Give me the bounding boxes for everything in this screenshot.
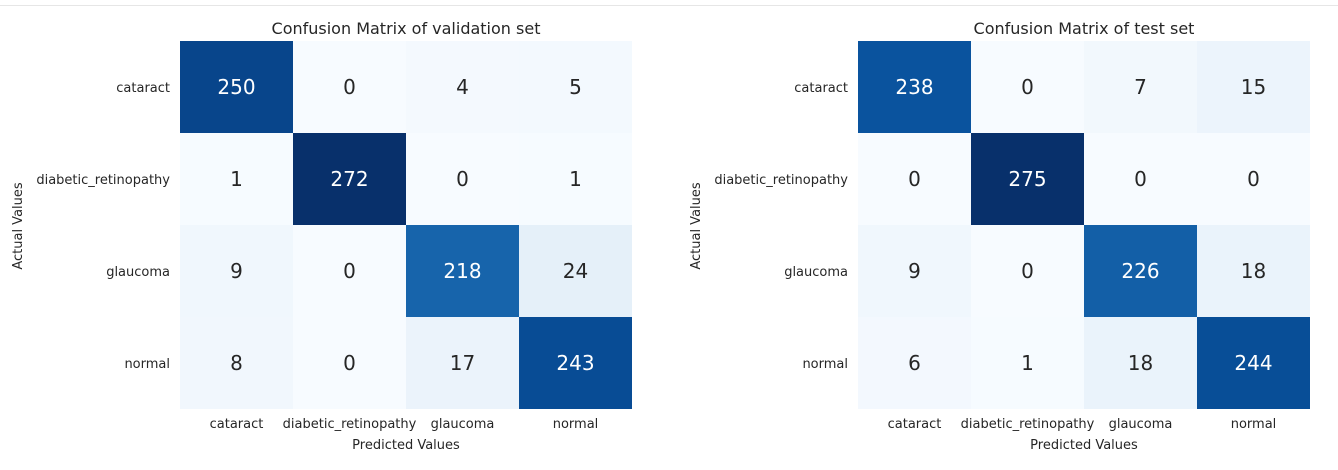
heatmap-cell: [1197, 41, 1310, 133]
heatmap-cell: [293, 133, 406, 225]
heatmap-cell: [519, 133, 632, 225]
cell-value-label: 1: [1021, 351, 1034, 375]
heatmap-cell: [858, 317, 971, 409]
y-tick-label: normal: [124, 357, 170, 372]
y-tick-labels: cataract diabetic_retinopathy glaucoma norm…: [36, 81, 170, 372]
cell-value-label: 0: [1134, 167, 1147, 191]
cell-value-label: 18: [1241, 259, 1266, 283]
heatmap-cell: [180, 41, 293, 133]
test-confusion-matrix: Confusion Matrix of test set 238 0 7 15 0 275…: [689, 19, 1310, 453]
heatmap-cell: [971, 317, 1084, 409]
cell-value-label: 18: [1128, 351, 1153, 375]
heatmap-cell: [519, 225, 632, 317]
heatmap-cell: [406, 317, 519, 409]
heatmap-cell: [971, 225, 1084, 317]
y-tick-label: cataract: [116, 81, 170, 96]
y-axis-label: Actual Values: [689, 182, 704, 270]
x-tick-labels: cataract diabetic_retinopathy glaucoma norm…: [210, 417, 599, 432]
x-axis-label: Predicted Values: [1030, 438, 1138, 453]
cell-value-label: 0: [908, 167, 921, 191]
cell-value-label: 226: [1121, 259, 1159, 283]
cell-value-label: 0: [343, 75, 356, 99]
x-tick-label: diabetic_retinopathy: [961, 417, 1095, 432]
top-border: [0, 0, 1338, 6]
heatmap-cell: [1197, 225, 1310, 317]
x-tick-label: normal: [553, 417, 599, 432]
heatmap-cell: [293, 225, 406, 317]
validation-confusion-matrix: Confusion Matrix of validation set 250 0 4…: [11, 19, 632, 453]
cell-value-label: 0: [343, 351, 356, 375]
heatmap-cell: [858, 225, 971, 317]
y-tick-label: glaucoma: [106, 265, 170, 280]
heatmap-cell: [1197, 317, 1310, 409]
chart-title: Confusion Matrix of test set: [974, 19, 1195, 38]
heatmap-cell: [293, 41, 406, 133]
heatmap-cells: 250 0 4 5 1 272 0 1 9 0 218 24 8 0 17 243: [180, 41, 632, 409]
cell-value-label: 250: [217, 75, 255, 99]
cell-value-label: 24: [563, 259, 588, 283]
heatmap-cell: [1084, 225, 1197, 317]
cell-value-label: 218: [443, 259, 481, 283]
cell-value-label: 0: [456, 167, 469, 191]
cell-value-label: 6: [908, 351, 921, 375]
x-axis-label: Predicted Values: [352, 438, 460, 453]
y-tick-label: diabetic_retinopathy: [714, 173, 848, 188]
cell-value-label: 7: [1134, 75, 1147, 99]
cell-value-label: 243: [556, 351, 594, 375]
x-tick-label: diabetic_retinopathy: [283, 417, 417, 432]
y-tick-labels: cataract diabetic_retinopathy glaucoma norm…: [714, 81, 848, 372]
heatmap-cell: [858, 41, 971, 133]
heatmap-cell: [293, 317, 406, 409]
heatmap-cell: [971, 133, 1084, 225]
heatmap-cell: [180, 317, 293, 409]
heatmap-cell: [1084, 41, 1197, 133]
cell-value-label: 5: [569, 75, 582, 99]
heatmap-cell: [406, 133, 519, 225]
heatmap-cell: [1197, 133, 1310, 225]
cell-value-label: 0: [1021, 75, 1034, 99]
cell-value-label: 4: [456, 75, 469, 99]
heatmap-cell: [180, 133, 293, 225]
cell-value-label: 1: [569, 167, 582, 191]
cell-value-label: 238: [895, 75, 933, 99]
x-tick-labels: cataract diabetic_retinopathy glaucoma norm…: [888, 417, 1277, 432]
heatmap-cell: [519, 41, 632, 133]
heatmap-cell: [180, 225, 293, 317]
x-tick-label: glaucoma: [431, 417, 495, 432]
chart-title: Confusion Matrix of validation set: [272, 19, 541, 38]
heatmap-cell: [1084, 133, 1197, 225]
heatmap-cell: [406, 225, 519, 317]
cell-value-label: 0: [1021, 259, 1034, 283]
x-tick-label: glaucoma: [1109, 417, 1173, 432]
y-tick-label: normal: [802, 357, 848, 372]
heatmap-cells: 238 0 7 15 0 275 0 0 9 0 226 18 6 1 18 244: [858, 41, 1310, 409]
x-tick-label: cataract: [888, 417, 942, 432]
heatmap-cell: [971, 41, 1084, 133]
cell-value-label: 9: [908, 259, 921, 283]
heatmap-cell: [858, 133, 971, 225]
cell-value-label: 272: [330, 167, 368, 191]
cell-value-label: 15: [1241, 75, 1266, 99]
heatmap-cell: [1084, 317, 1197, 409]
cell-value-label: 275: [1008, 167, 1046, 191]
cell-value-label: 17: [450, 351, 475, 375]
cell-value-label: 9: [230, 259, 243, 283]
y-tick-label: glaucoma: [784, 265, 848, 280]
x-tick-label: cataract: [210, 417, 264, 432]
cell-value-label: 0: [343, 259, 356, 283]
y-axis-label: Actual Values: [11, 182, 26, 270]
cell-value-label: 244: [1234, 351, 1272, 375]
y-tick-label: cataract: [794, 81, 848, 96]
x-tick-label: normal: [1231, 417, 1277, 432]
cell-value-label: 8: [230, 351, 243, 375]
cell-value-label: 1: [230, 167, 243, 191]
heatmap-cell: [519, 317, 632, 409]
heatmap-cell: [406, 41, 519, 133]
y-tick-label: diabetic_retinopathy: [36, 173, 170, 188]
cell-value-label: 0: [1247, 167, 1260, 191]
